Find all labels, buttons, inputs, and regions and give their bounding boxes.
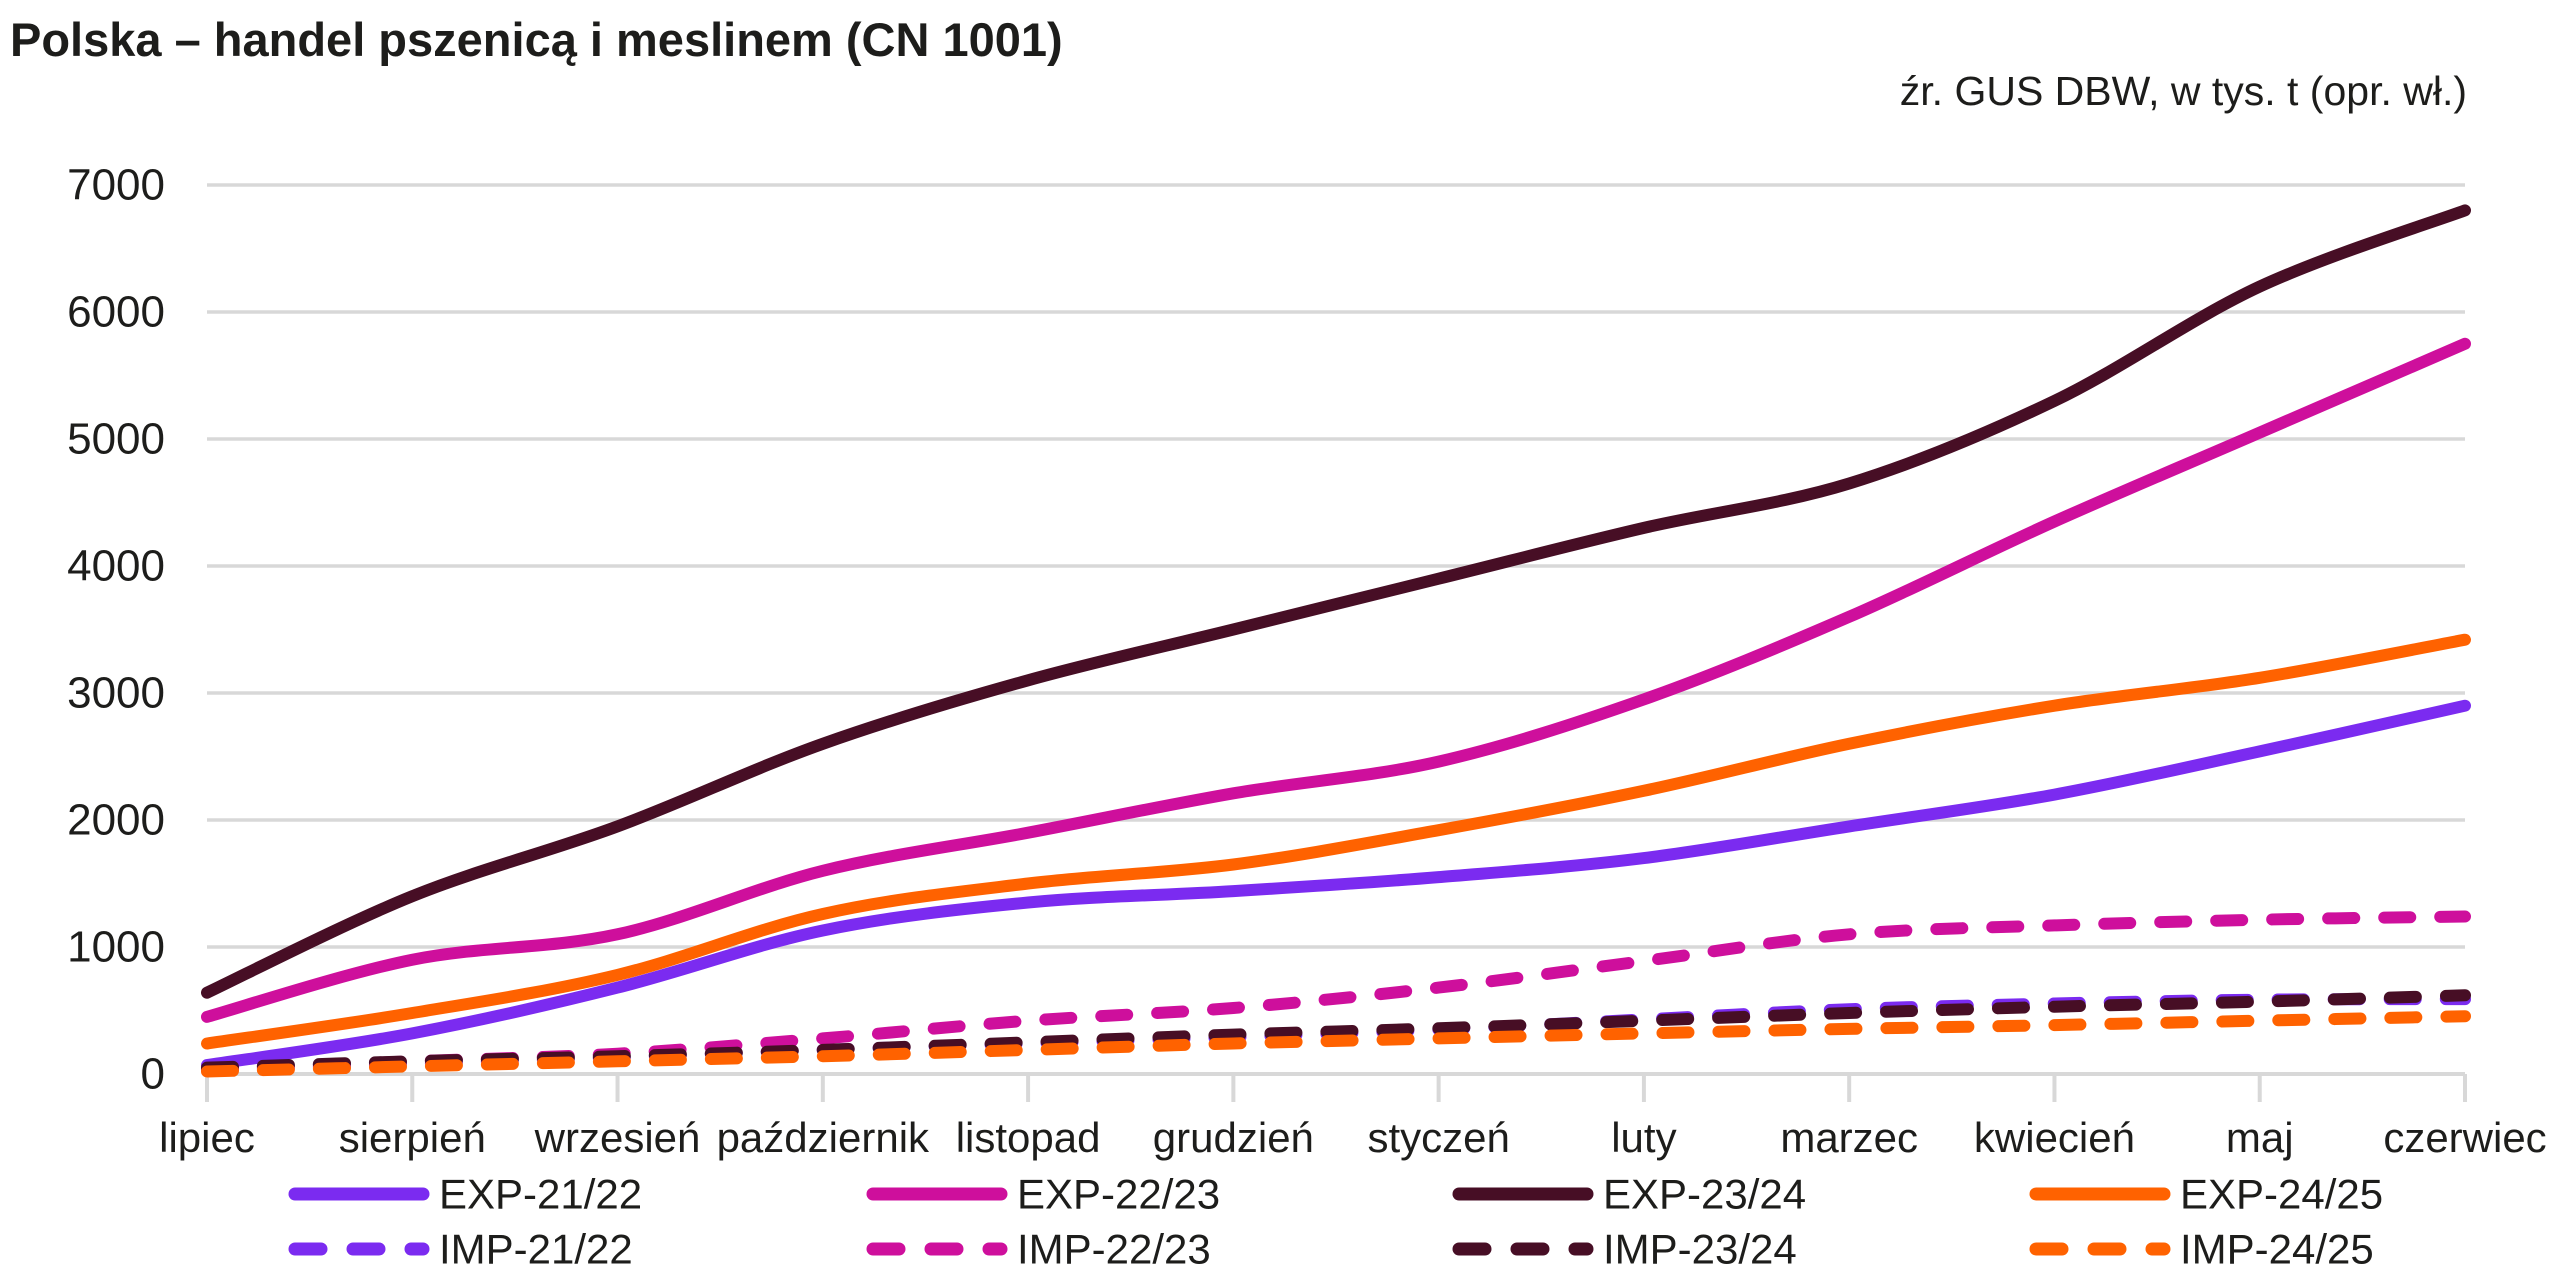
x-tick-label-czerwiec: czerwiec bbox=[2383, 1114, 2546, 1161]
x-axis-labels: lipiec sierpień wrzesień październik listopa… bbox=[159, 1114, 2547, 1161]
x-tick-label-maj: maj bbox=[2226, 1114, 2294, 1161]
y-tick-label-4000: 4000 bbox=[67, 542, 165, 591]
x-tick-label-grudzień: grudzień bbox=[1153, 1114, 1314, 1161]
x-tick-label-październik: październik bbox=[717, 1114, 930, 1161]
x-tick-label-kwiecień: kwiecień bbox=[1974, 1114, 2135, 1161]
x-tick-label-styczeń: styczeń bbox=[1367, 1114, 1509, 1161]
legend-item-IMP-22/23: IMP-22/23 bbox=[866, 1226, 1211, 1273]
legend-item-EXP-24/25: EXP-24/25 bbox=[2029, 1171, 2383, 1218]
y-tick-label-6000: 6000 bbox=[67, 288, 165, 337]
legend-label-IMP-23/24: IMP-23/24 bbox=[1603, 1226, 1797, 1273]
y-tick-label-1000: 1000 bbox=[67, 923, 165, 972]
legend-label-EXP-21/22: EXP-21/22 bbox=[439, 1171, 642, 1218]
legend-item-IMP-24/25: IMP-24/25 bbox=[2029, 1226, 2374, 1273]
x-axis-ticks bbox=[205, 1074, 2467, 1102]
legend-label-EXP-23/24: EXP-23/24 bbox=[1603, 1171, 1806, 1218]
y-tick-label-0: 0 bbox=[141, 1050, 165, 1099]
legend-item-IMP-23/24: IMP-23/24 bbox=[1452, 1226, 1797, 1273]
series-lines bbox=[201, 204, 2471, 1078]
legend-item-EXP-23/24: EXP-23/24 bbox=[1452, 1171, 1806, 1218]
y-tick-label-2000: 2000 bbox=[67, 796, 165, 845]
y-axis-labels: 0 1000 2000 3000 4000 5000 6000 7000 bbox=[67, 161, 165, 1099]
series-line-IMP-23/24 bbox=[201, 989, 2471, 1074]
legend-label-EXP-24/25: EXP-24/25 bbox=[2180, 1171, 2383, 1218]
y-tick-label-7000: 7000 bbox=[67, 161, 165, 210]
legend-label-IMP-24/25: IMP-24/25 bbox=[2180, 1226, 2374, 1273]
series-line-EXP-22/23 bbox=[201, 337, 2471, 1023]
x-tick-label-wrzesień: wrzesień bbox=[534, 1114, 701, 1161]
chart-source-note: źr. GUS DBW, w tys. t (opr. wł.) bbox=[1899, 68, 2467, 114]
chart-title: Polska – handel pszenicą i meslinem (CN … bbox=[10, 13, 1063, 66]
x-tick-label-listopad: listopad bbox=[956, 1114, 1101, 1161]
legend-label-EXP-22/23: EXP-22/23 bbox=[1017, 1171, 1220, 1218]
x-tick-label-luty: luty bbox=[1611, 1114, 1676, 1161]
legend: EXP-21/22 EXP-22/23 EXP-23/24 EXP-24/25 IMP-… bbox=[288, 1171, 2383, 1273]
legend-item-EXP-22/23: EXP-22/23 bbox=[866, 1171, 1220, 1218]
series-line-IMP-22/23 bbox=[201, 910, 2471, 1075]
legend-label-IMP-22/23: IMP-22/23 bbox=[1017, 1226, 1211, 1273]
y-tick-label-3000: 3000 bbox=[67, 669, 165, 718]
series-line-IMP-24/25 bbox=[201, 1010, 2471, 1078]
legend-item-EXP-21/22: EXP-21/22 bbox=[288, 1171, 642, 1218]
series-line-EXP-24/25 bbox=[201, 633, 2471, 1050]
legend-label-IMP-21/22: IMP-21/22 bbox=[439, 1226, 633, 1273]
x-tick-label-lipiec: lipiec bbox=[159, 1114, 255, 1161]
x-tick-label-marzec: marzec bbox=[1780, 1114, 1918, 1161]
y-tick-label-5000: 5000 bbox=[67, 415, 165, 464]
legend-item-IMP-21/22: IMP-21/22 bbox=[288, 1226, 633, 1273]
series-line-EXP-23/24 bbox=[201, 204, 2471, 999]
series-line-EXP-21/22 bbox=[201, 699, 2471, 1072]
gridlines bbox=[207, 183, 2465, 1076]
x-tick-label-sierpień: sierpień bbox=[339, 1114, 486, 1161]
